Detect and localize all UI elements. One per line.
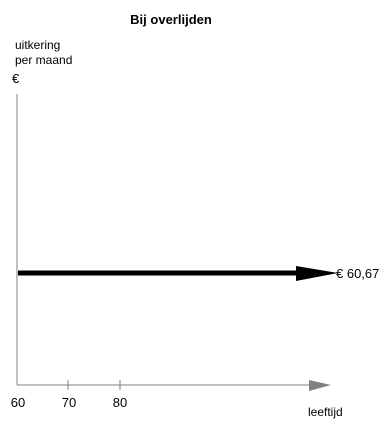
x-tick-label-80: 80: [113, 395, 127, 410]
benefit-arrowhead: [296, 266, 338, 281]
y-axis-label-line-1: uitkering: [15, 38, 60, 52]
x-axis-arrowhead: [309, 380, 331, 391]
chart-title: Bij overlijden: [130, 12, 212, 27]
y-axis-label-line-2: per maand: [15, 53, 72, 67]
benefit-value-label: € 60,67: [336, 266, 379, 281]
x-axis-label: leeftijd: [308, 405, 343, 419]
x-tick-label-70: 70: [62, 395, 76, 410]
x-tick-label-60: 60: [11, 395, 25, 410]
y-axis-unit: €: [12, 71, 20, 86]
